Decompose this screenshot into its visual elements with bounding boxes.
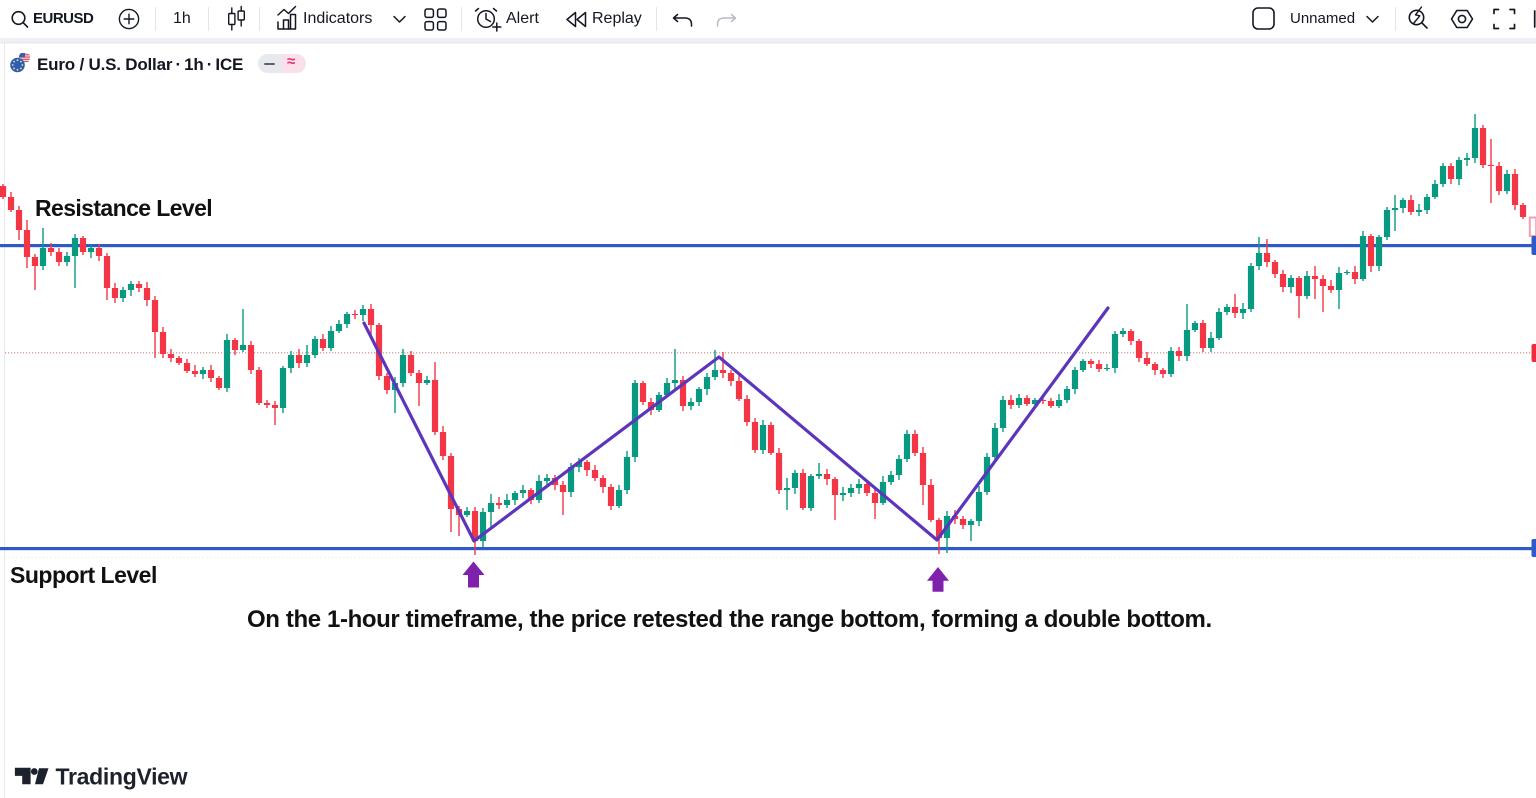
svg-text:TradingView: TradingView <box>56 764 188 789</box>
